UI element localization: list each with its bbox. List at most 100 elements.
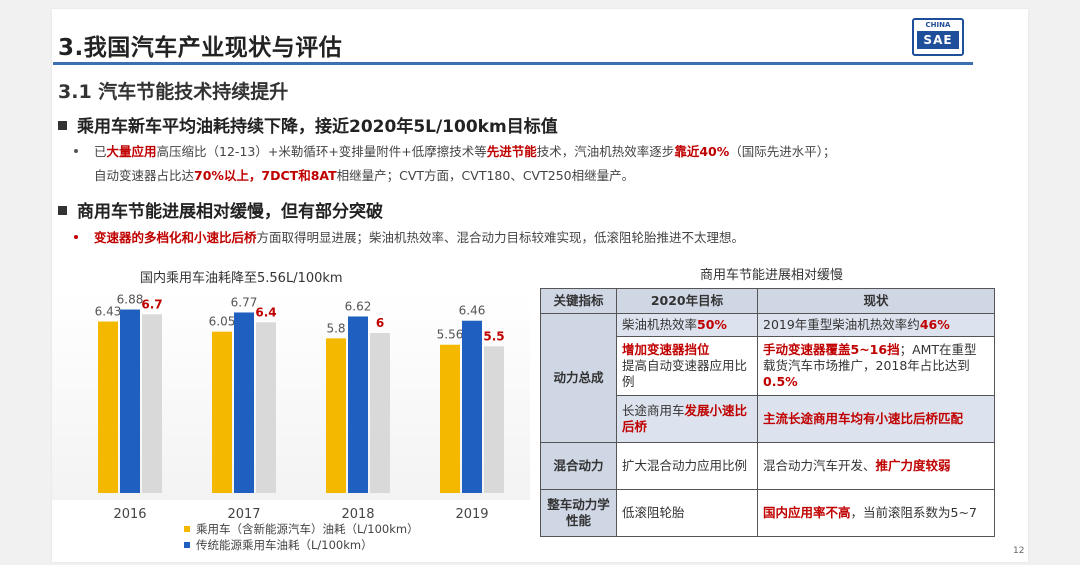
cell-status-text: 主流长途商用车均有小速比后桥匹配 bbox=[763, 411, 963, 426]
x-tick-2017: 2017 bbox=[227, 507, 260, 522]
highlight-text: 国内应用率不高 bbox=[763, 505, 851, 520]
table-row: 混合动力 扩大混合动力应用比例 混合动力汽车开发、推广力度较弱 bbox=[540, 442, 995, 490]
group-hybrid: 混合动力 bbox=[540, 442, 617, 490]
table-row: 整车动力学性能 低滚阻轮胎 国内应用率不高，当前滚阻系数为5~7 bbox=[540, 489, 995, 537]
table-title: 商用车节能进展相对缓慢 bbox=[700, 268, 844, 283]
highlight-text: 主流长途商用车均有小速比后桥匹配 bbox=[763, 411, 964, 426]
bullet-passenger-line1: 已大量应用高压缩比（12-13）+米勒循环+变排量附件+低摩擦技术等先进节能技术… bbox=[74, 139, 836, 165]
legend-swatch-blue bbox=[184, 542, 190, 548]
text-run: 长途商用车 bbox=[622, 403, 685, 418]
bar-2018-s1 bbox=[326, 338, 346, 493]
cell-target: 扩大混合动力应用比例 bbox=[616, 442, 758, 490]
bullet-passenger-text-1: 已大量应用高压缩比（12-13）+米勒循环+变排量附件+低摩擦技术等先进节能技术… bbox=[94, 144, 836, 159]
heading-commercial: 商用车节能进展相对缓慢，但有部分突破 bbox=[58, 197, 383, 222]
chart-title: 国内乘用车油耗降至5.56L/100km bbox=[140, 271, 343, 286]
chart-legend: 乘用车（含新能源汽车）油耗（L/100km） 传统能源乘用车油耗（L/100km… bbox=[184, 521, 419, 553]
cell-status: 手动变速器覆盖5~16挡；AMT在重型载货汽车市场推广，2018年占比达到0.5… bbox=[757, 336, 995, 396]
highlight-text: 推广力度较弱 bbox=[875, 458, 951, 473]
highlight-text: 靠近40% bbox=[674, 144, 730, 159]
cell-status-text: 混合动力汽车开发、推广力度较弱 bbox=[763, 458, 951, 473]
bar-2016-s1 bbox=[98, 321, 118, 493]
title-divider bbox=[53, 62, 973, 65]
header-target: 2020年目标 bbox=[616, 288, 758, 314]
fuel-consumption-chart: 6.436.886.7 2016 6.05 6.776.4 2017 5.86.62 6 20… bbox=[95, 293, 505, 522]
cell-status: 混合动力汽车开发、推广力度较弱 bbox=[757, 442, 995, 490]
highlight-text: 发展小速比后桥 bbox=[622, 403, 748, 434]
bar-2018-s2 bbox=[348, 316, 368, 493]
text-run: 柴油机热效率 bbox=[622, 317, 698, 332]
square-bullet-icon bbox=[58, 206, 67, 215]
cell-status-text: 国内应用率不高，当前滚阻系数为5~7 bbox=[763, 505, 977, 520]
legend-label-1: 乘用车（含新能源汽车）油耗（L/100km） bbox=[196, 522, 419, 536]
legend-label-2: 传统能源乘用车油耗（L/100km） bbox=[196, 538, 373, 552]
logo-bottom-text: SAE bbox=[917, 31, 959, 49]
highlight-text: 手动变速器覆盖5~16挡 bbox=[763, 342, 900, 357]
section-subtitle: 3.1 汽车节能技术持续提升 bbox=[58, 81, 289, 103]
text-run: （国际先进水平）； bbox=[729, 144, 836, 159]
data-label-2019-s2: 6.46 bbox=[459, 304, 486, 318]
text-run: ；AMT在重型载货汽车市场推广，2018年占比达到 bbox=[763, 342, 977, 373]
text-run: 混合动力汽车开发、 bbox=[763, 458, 876, 473]
highlight-text: 70%以上，7DCT和8AT bbox=[194, 168, 337, 183]
heading-passenger-text: 乘用车新车平均油耗持续下降，接近2020年5L/100km目标值 bbox=[77, 117, 558, 137]
bullet-passenger-line2: 自动变速器占比达70%以上，7DCT和8AT相继量产；CVT方面，CVT180、… bbox=[94, 163, 634, 189]
text-run: 方面取得明显进展；柴油机热效率、混合动力目标较难实现，低滚阻轮胎推进不太理想。 bbox=[256, 230, 745, 245]
bullet-commercial-text: 变速器的多档化和小速比后桥方面取得明显进展；柴油机热效率、混合动力目标较难实现，… bbox=[94, 230, 744, 245]
dot-bullet-icon bbox=[74, 149, 78, 153]
bar-2019-s2 bbox=[462, 320, 482, 493]
bar-2019-s3 bbox=[484, 346, 504, 493]
data-label-2018-s2: 6.62 bbox=[345, 299, 372, 313]
logo-top-text: CHINA bbox=[925, 21, 951, 29]
highlight-text: 0.5% bbox=[763, 374, 798, 389]
data-label-2016-s3: 6.7 bbox=[141, 297, 162, 311]
bar-2017-s3 bbox=[256, 322, 276, 493]
cell-status: 2019年重型柴油机热效率约46% bbox=[757, 313, 995, 337]
dot-bullet-icon bbox=[74, 235, 78, 239]
commercial-progress-table: 关键指标 2020年目标 现状 动力总成 柴油机热效率50% 2019年重型柴油… bbox=[540, 288, 995, 537]
square-bullet-icon bbox=[58, 121, 67, 130]
text-run: 自动变速器占比达 bbox=[94, 168, 195, 183]
bar-2017-s2 bbox=[234, 312, 254, 493]
data-label-2017-s2: 6.77 bbox=[231, 295, 258, 309]
highlight-text: 大量应用 bbox=[106, 144, 157, 159]
group-vehicle-dynamics-text: 整车动力学性能 bbox=[547, 497, 610, 528]
bullet-passenger-text-2: 自动变速器占比达70%以上，7DCT和8AT相继量产；CVT方面，CVT180、… bbox=[94, 168, 634, 183]
table-row: 长途商用车发展小速比后桥 主流长途商用车均有小速比后桥匹配 bbox=[541, 395, 995, 443]
bar-2016-s3 bbox=[142, 314, 162, 493]
header-status: 现状 bbox=[757, 288, 995, 314]
cell-status-text: 手动变速器覆盖5~16挡；AMT在重型载货汽车市场推广，2018年占比达到0.5… bbox=[763, 342, 977, 389]
bar-2018-s3 bbox=[370, 333, 390, 493]
highlight-text: 46% bbox=[919, 317, 950, 332]
cell-status-text: 2019年重型柴油机热效率约46% bbox=[763, 317, 950, 332]
text-run: 2019年重型柴油机热效率约 bbox=[763, 317, 920, 332]
x-tick-2019: 2019 bbox=[455, 507, 488, 522]
group-powertrain: 动力总成 bbox=[540, 313, 617, 443]
cell-target-text: 长途商用车发展小速比后桥 bbox=[622, 403, 747, 434]
legend-item-1: 乘用车（含新能源汽车）油耗（L/100km） bbox=[184, 521, 419, 537]
cell-target-text: 扩大混合动力应用比例 bbox=[622, 458, 747, 473]
bullet-commercial: 变速器的多档化和小速比后桥方面取得明显进展；柴油机热效率、混合动力目标较难实现，… bbox=[74, 225, 744, 251]
x-tick-2018: 2018 bbox=[341, 507, 374, 522]
data-label-2019-s3: 5.5 bbox=[483, 329, 504, 343]
cell-target: 低滚阻轮胎 bbox=[616, 489, 758, 537]
data-label-2017-s3: 6.4 bbox=[255, 305, 276, 319]
bar-2016-s2 bbox=[120, 309, 140, 493]
group-vehicle-dynamics: 整车动力学性能 bbox=[540, 489, 617, 537]
x-tick-2016: 2016 bbox=[113, 507, 146, 522]
table-header-row: 关键指标 2020年目标 现状 bbox=[540, 288, 995, 314]
cell-target: 柴油机热效率50% bbox=[616, 313, 758, 337]
data-label-2017-s1: 6.05 bbox=[209, 315, 236, 329]
data-label-2018-s1: 5.8 bbox=[326, 321, 345, 335]
highlight-text: 50% bbox=[697, 317, 727, 332]
highlight-text: 变速器的多档化和小速比后桥 bbox=[94, 230, 257, 245]
cell-status: 主流长途商用车均有小速比后桥匹配 bbox=[757, 395, 995, 443]
table-row: 动力总成 柴油机热效率50% 2019年重型柴油机热效率约46% bbox=[540, 313, 995, 443]
heading-passenger: 乘用车新车平均油耗持续下降，接近2020年5L/100km目标值 bbox=[58, 112, 558, 137]
cell-status: 国内应用率不高，当前滚阻系数为5~7 bbox=[757, 489, 995, 537]
text-run: 相继量产；CVT方面，CVT180、CVT250相继量产。 bbox=[336, 168, 635, 183]
legend-swatch-yellow bbox=[184, 526, 190, 532]
cell-target-text: 低滚阻轮胎 bbox=[622, 505, 685, 520]
text-run: 技术，汽油机热效率逐步 bbox=[536, 144, 675, 159]
data-label-2016-s2: 6.88 bbox=[117, 293, 144, 307]
bar-2019-s1 bbox=[440, 344, 460, 493]
